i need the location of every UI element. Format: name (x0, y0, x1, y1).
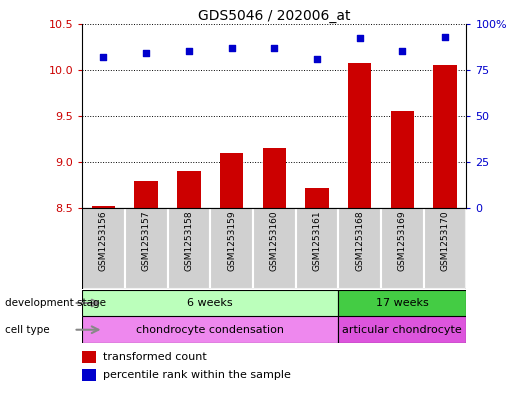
Bar (262, 148, 286, 208)
Text: GSM1253160: GSM1253160 (270, 211, 279, 271)
Point (398, 48, 407, 55)
Point (356, 35, 364, 42)
Point (313, 55, 321, 62)
Text: 17 weeks: 17 weeks (376, 298, 429, 308)
Bar (82, 316, 338, 343)
Text: 6 weeks: 6 weeks (188, 298, 233, 308)
Bar (82, 208, 125, 289)
Point (227, 44, 236, 51)
Bar (253, 208, 296, 289)
Point (184, 48, 193, 55)
Bar (338, 316, 466, 343)
Bar (82, 290, 338, 316)
Text: GSM1253170: GSM1253170 (440, 211, 449, 271)
Text: percentile rank within the sample: percentile rank within the sample (103, 370, 291, 380)
Text: transformed count: transformed count (103, 352, 207, 362)
Text: chondrocyte condensation: chondrocyte condensation (136, 325, 284, 335)
Bar (125, 208, 167, 289)
Bar (82, 351, 95, 363)
Bar (296, 208, 338, 289)
Text: cell type: cell type (5, 325, 50, 335)
Point (270, 44, 279, 51)
Bar (167, 208, 210, 289)
Bar (135, 180, 158, 208)
Text: GSM1253161: GSM1253161 (313, 211, 322, 271)
Bar (305, 188, 329, 208)
Text: GSM1253156: GSM1253156 (99, 211, 108, 271)
Bar (423, 208, 466, 289)
Bar (177, 171, 201, 208)
Bar (391, 111, 414, 208)
Text: GSM1253157: GSM1253157 (142, 211, 151, 271)
Text: GSM1253158: GSM1253158 (184, 211, 193, 271)
Point (99, 54, 108, 60)
Bar (210, 208, 253, 289)
Bar (220, 153, 243, 208)
Text: GSM1253159: GSM1253159 (227, 211, 236, 271)
Bar (381, 208, 423, 289)
Bar (82, 369, 95, 381)
Text: GSM1253168: GSM1253168 (355, 211, 364, 271)
Bar (338, 208, 381, 289)
Bar (434, 65, 457, 208)
Point (142, 50, 151, 56)
Text: GSM1253169: GSM1253169 (398, 211, 407, 271)
Bar (338, 290, 466, 316)
Text: articular chondrocyte: articular chondrocyte (342, 325, 462, 335)
Text: development stage: development stage (5, 298, 107, 308)
Bar (92, 206, 115, 208)
Point (441, 33, 449, 40)
Bar (348, 63, 372, 208)
Title: GDS5046 / 202006_at: GDS5046 / 202006_at (198, 9, 350, 22)
